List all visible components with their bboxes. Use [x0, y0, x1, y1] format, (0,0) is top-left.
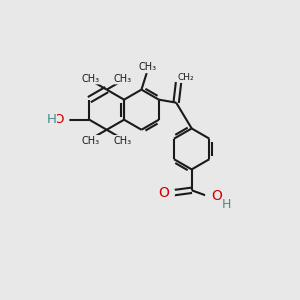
- Text: CH₃: CH₃: [82, 74, 100, 84]
- FancyBboxPatch shape: [58, 114, 69, 125]
- Text: H: H: [46, 113, 56, 126]
- FancyBboxPatch shape: [206, 191, 217, 202]
- Text: CH₂: CH₂: [178, 74, 194, 82]
- FancyBboxPatch shape: [46, 114, 57, 125]
- FancyBboxPatch shape: [117, 74, 128, 84]
- Text: O: O: [53, 113, 63, 126]
- FancyBboxPatch shape: [216, 199, 227, 210]
- Text: O: O: [211, 189, 222, 203]
- Text: H: H: [221, 198, 231, 211]
- FancyBboxPatch shape: [142, 62, 153, 73]
- FancyBboxPatch shape: [85, 74, 96, 84]
- Text: CH₃: CH₃: [114, 136, 132, 146]
- Text: CH₃: CH₃: [139, 62, 157, 72]
- Text: CH₃: CH₃: [82, 136, 100, 146]
- Text: CH₃: CH₃: [114, 74, 132, 84]
- FancyBboxPatch shape: [164, 187, 175, 198]
- FancyBboxPatch shape: [117, 135, 128, 146]
- FancyBboxPatch shape: [181, 73, 191, 83]
- FancyBboxPatch shape: [85, 135, 96, 146]
- Text: O: O: [158, 186, 169, 200]
